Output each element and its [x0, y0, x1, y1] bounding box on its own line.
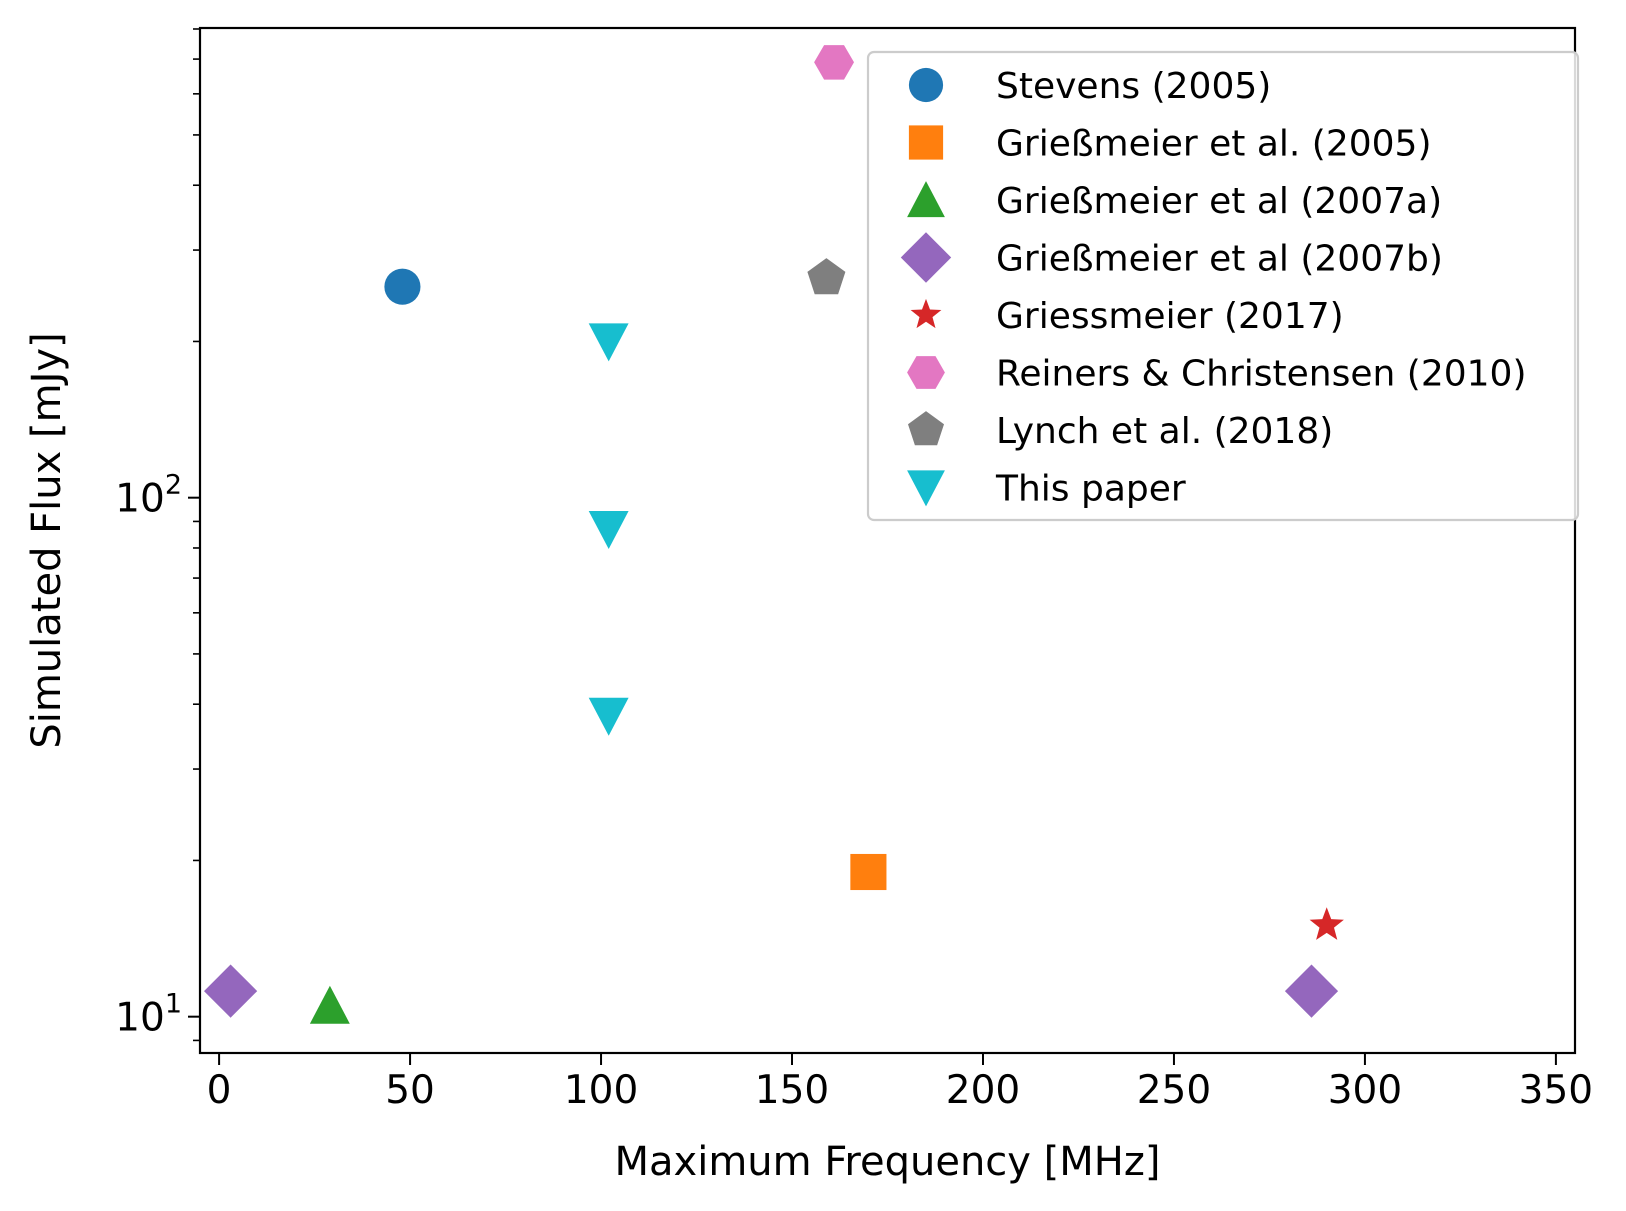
data-point	[1309, 907, 1344, 940]
legend: Stevens (2005) Grießmeier et al. (2005) Gr…	[866, 50, 1580, 522]
x-axis-label: Maximum Frequency [MHz]	[615, 1139, 1161, 1185]
plot-area-frame	[198, 26, 1577, 1055]
data-point	[588, 511, 629, 549]
legend-label: Grießmeier et al (2007a)	[996, 181, 1442, 222]
legend-marker	[908, 411, 944, 446]
legend-label: Grießmeier et al (2007b)	[996, 239, 1443, 280]
x-tick-label: 250	[1137, 1068, 1211, 1113]
legend-marker	[907, 470, 945, 507]
data-point	[850, 853, 887, 891]
data-point	[1284, 964, 1339, 1018]
data-point	[309, 985, 350, 1024]
x-tick-label: 100	[564, 1068, 638, 1113]
legend-label: Griessmeier (2017)	[996, 296, 1344, 337]
legend-marker	[907, 356, 945, 389]
y-axis-ticks: 101 102	[115, 28, 200, 1042]
legend-marker	[908, 125, 944, 160]
legend-label: Lynch et al. (2018)	[996, 411, 1333, 452]
legend-marker	[908, 67, 944, 103]
legend-marker	[907, 181, 945, 218]
data-point	[204, 964, 258, 1018]
legend-marker	[900, 232, 952, 283]
data-point	[588, 697, 629, 736]
x-tick-label: 200	[946, 1068, 1020, 1113]
legend-marker	[910, 298, 942, 329]
y-axis-label: Simulated Flux [mJy]	[24, 332, 70, 748]
data-point	[588, 323, 629, 362]
legend-label: This paper	[995, 469, 1186, 510]
legend-label: Grießmeier et al. (2005)	[996, 124, 1432, 165]
x-tick-label: 50	[385, 1068, 435, 1113]
x-axis-ticks: 0 50 100 150 200 250 300 350	[207, 1053, 1593, 1113]
legend-label: Reiners & Christensen (2010)	[996, 354, 1527, 395]
data-point	[384, 268, 421, 305]
y-tick-label: 101	[115, 989, 182, 1041]
x-tick-label: 0	[207, 1068, 232, 1113]
data-point	[807, 258, 846, 295]
legend-frame	[866, 50, 1580, 522]
legend-label: Stevens (2005)	[996, 66, 1271, 107]
data-point	[814, 45, 854, 80]
data-points	[204, 45, 1344, 1024]
x-tick-label: 350	[1519, 1068, 1593, 1113]
x-tick-label: 150	[755, 1068, 829, 1113]
y-tick-label: 102	[115, 470, 182, 522]
x-tick-label: 300	[1328, 1068, 1402, 1113]
